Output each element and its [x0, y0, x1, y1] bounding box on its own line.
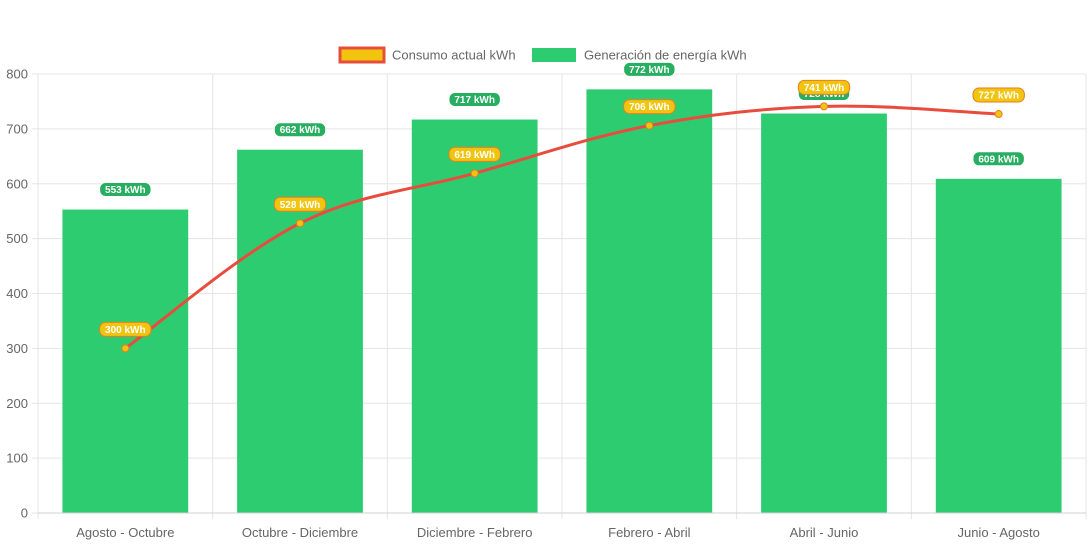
line-data-label-bg	[448, 146, 501, 162]
legend-consumo-swatch[interactable]	[338, 46, 386, 64]
line-data-label: 727 kWh	[978, 91, 1019, 102]
line-point[interactable]	[121, 344, 130, 353]
consumption-line	[124, 104, 999, 350]
grid	[32, 73, 1087, 519]
line-data-label: 300 kWh	[105, 325, 146, 336]
bar[interactable]	[935, 178, 1062, 513]
bar-data-label-bg	[623, 61, 676, 77]
bar-data-label-bg	[972, 151, 1025, 167]
legend[interactable]: Consumo actual kWh Generación de energía …	[338, 46, 747, 64]
line-data-label: 706 kWh	[629, 102, 670, 113]
line-point[interactable]	[645, 121, 654, 130]
x-tick-label: Agosto - Octubre	[76, 525, 174, 540]
legend-generacion-swatch[interactable]	[532, 48, 576, 62]
y-tick-label: 600	[6, 176, 28, 191]
bar-data-label-bg	[99, 182, 152, 198]
y-tick-label: 200	[6, 396, 28, 411]
y-tick-label: 500	[6, 231, 28, 246]
bar-data-label-bg	[448, 92, 501, 108]
line-data-label: 528 kWh	[280, 200, 321, 211]
y-tick-label: 700	[6, 121, 28, 136]
bar-data-label: 553 kWh	[105, 185, 146, 196]
y-tick-label: 0	[21, 506, 28, 521]
y-tick-label: 100	[6, 451, 28, 466]
y-tick-label: 300	[6, 341, 28, 356]
x-tick-label: Junio - Agosto	[957, 525, 1039, 540]
bar[interactable]	[411, 119, 538, 513]
bar-data-label: 609 kWh	[978, 154, 1019, 165]
bar-data-label: 662 kWh	[280, 125, 321, 136]
legend-generacion-label[interactable]: Generación de energía kWh	[584, 48, 747, 63]
line-data-label-bg	[623, 99, 676, 115]
bar-data-label-bg	[273, 122, 327, 138]
line-data-label-bg	[99, 321, 152, 337]
axes: 0 100 200 300 400 500 600 700 800 Agosto - Octubr…	[6, 67, 1086, 540]
y-tick-label: 800	[6, 67, 28, 82]
line-point[interactable]	[820, 102, 828, 111]
line-point[interactable]	[470, 169, 479, 178]
x-tick-label: Febrero - Abril	[608, 525, 690, 540]
bar-series	[62, 89, 1062, 514]
line-data-label-bg	[273, 196, 327, 212]
line-point[interactable]	[296, 219, 304, 228]
x-tick-label: Diciembre - Febrero	[417, 525, 533, 540]
line-data-label: 619 kWh	[454, 150, 495, 161]
x-tick-label: Octubre - Diciembre	[242, 525, 358, 540]
line-series	[121, 102, 1003, 353]
bar-data-label: 717 kWh	[454, 95, 495, 106]
bar[interactable]	[761, 113, 887, 513]
bar[interactable]	[586, 89, 713, 514]
line-data-label-bg	[972, 87, 1025, 103]
line-data-label-bg	[797, 79, 851, 95]
bar[interactable]	[62, 209, 189, 513]
y-tick-label: 400	[6, 286, 28, 301]
line-data-label: 741 kWh	[804, 83, 845, 94]
bar-data-label: 772 kWh	[629, 65, 670, 76]
legend-consumo-label[interactable]: Consumo actual kWh	[392, 48, 516, 63]
x-tick-label: Abril - Junio	[790, 525, 859, 540]
line-point[interactable]	[994, 110, 1003, 119]
